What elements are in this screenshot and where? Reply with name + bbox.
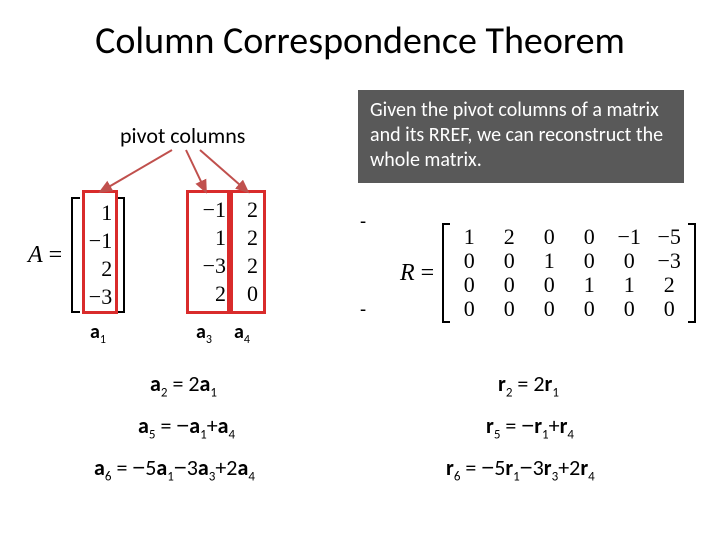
- pivot-box-a3: [186, 190, 230, 314]
- matrix-r-name: R: [400, 260, 415, 287]
- matrix-cell: 0: [612, 297, 646, 321]
- matrix-r: R = 1200−1−500100−3000112000000: [400, 222, 698, 324]
- matrix-cell: 2: [492, 225, 526, 249]
- page-title: Column Correspondence Theorem: [0, 18, 720, 64]
- matrix-cell: 0: [652, 297, 686, 321]
- matrix-a-name: A: [28, 242, 43, 269]
- matrix-cell: 0: [532, 297, 566, 321]
- matrix-cell: 0: [452, 273, 486, 297]
- pivot-box-a4: [230, 190, 266, 314]
- matrix-cell: 0: [492, 273, 526, 297]
- col-label-a4: a4: [234, 320, 250, 347]
- matrix-cell: 0: [532, 273, 566, 297]
- matrix-cell: 0: [572, 249, 606, 273]
- matrix-cell: 0: [452, 297, 486, 321]
- matrix-r-body: 1200−1−500100−3000112000000: [452, 225, 686, 321]
- stray-dash: -: [360, 298, 366, 322]
- equation: a6 = −5a1−3a3+2a4: [94, 454, 255, 484]
- equation: r5 = −r1+r4: [486, 412, 574, 442]
- matrix-cell: 0: [452, 249, 486, 273]
- stray-dash: -: [360, 210, 366, 234]
- matrix-cell: 0: [532, 225, 566, 249]
- equation: a5 = −a1+a4: [138, 412, 235, 442]
- equals-sign: =: [49, 242, 63, 269]
- matrix-cell: 0: [492, 297, 526, 321]
- equation: r2 = 2r1: [498, 370, 559, 400]
- matrix-cell: 0: [572, 297, 606, 321]
- left-bracket-icon: [440, 222, 452, 324]
- matrix-cell: 1: [612, 273, 646, 297]
- pivot-box-a1: [82, 190, 118, 314]
- matrix-cell: 2: [652, 273, 686, 297]
- equation: r6 = −5r1−3r3+2r4: [446, 454, 595, 484]
- equation: a2 = 2a1: [150, 370, 217, 400]
- theorem-callout: Given the pivot columns of a matrix and …: [358, 90, 684, 183]
- matrix-cell: 1: [572, 273, 606, 297]
- matrix-cell: −5: [652, 225, 686, 249]
- right-bracket-icon: [686, 222, 698, 324]
- equals-sign: =: [421, 260, 435, 287]
- matrix-cell: 0: [612, 249, 646, 273]
- col-label-a1: a1: [90, 320, 106, 347]
- matrix-cell: 0: [572, 225, 606, 249]
- left-bracket-icon: [68, 196, 82, 314]
- matrix-cell: 1: [452, 225, 486, 249]
- matrix-cell: −1: [612, 225, 646, 249]
- col-label-a3: a3: [196, 320, 212, 347]
- matrix-cell: −3: [652, 249, 686, 273]
- pivot-columns-label: pivot columns: [120, 122, 245, 149]
- matrix-cell: 1: [532, 249, 566, 273]
- matrix-cell: 0: [492, 249, 526, 273]
